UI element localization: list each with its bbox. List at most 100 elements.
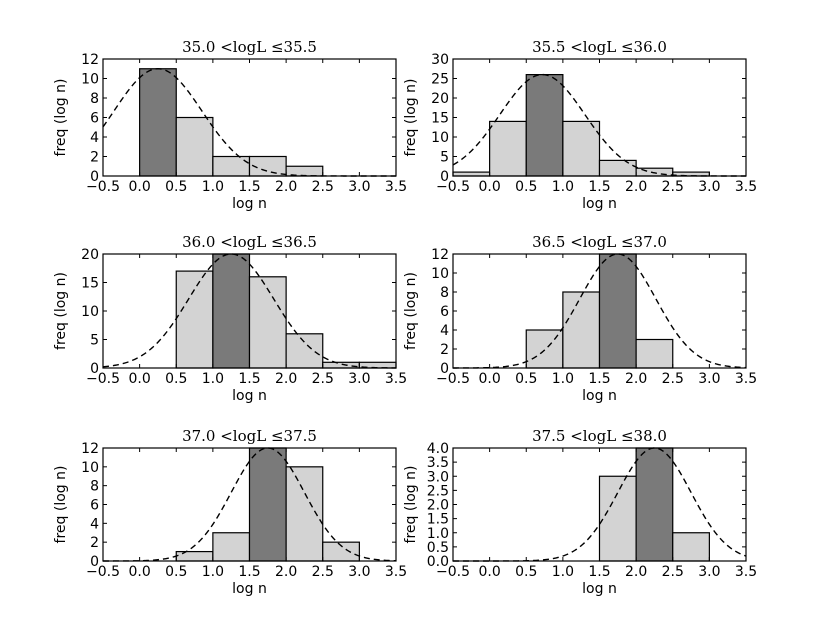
bar	[489, 120, 527, 177]
panel-2: 35.5 <logL ≤36.0 −0.5 0.0 0.5 1.0 1.5 2.0 2.5 3.…	[403, 38, 757, 212]
fit-curve	[102, 447, 397, 562]
y-tick-label: 3.0	[427, 469, 449, 485]
x-tick-label: 0.0	[478, 371, 500, 387]
y-axis-label: freq (log n)	[53, 272, 69, 350]
x-tick-label: 3.0	[698, 371, 720, 387]
x-tick-label: −0.5	[86, 371, 120, 387]
x-tick-label: 3.5	[385, 564, 407, 580]
bar	[598, 475, 637, 562]
y-tick-label: 8	[90, 479, 99, 495]
x-tick-label: 1.5	[238, 179, 260, 195]
x-tick-label: 2.0	[625, 564, 647, 580]
y-tick-label: 0.5	[427, 540, 449, 556]
x-tick-label: 0.0	[128, 371, 150, 387]
x-tick-label: 0.0	[478, 564, 500, 580]
fit-curve	[102, 253, 397, 369]
y-tick-label: 8	[440, 285, 449, 301]
y-tick-label: 2	[90, 150, 99, 166]
x-tick-label: 1.5	[588, 179, 610, 195]
x-tick-label: 2.5	[312, 371, 334, 387]
y-tick-label: 15	[431, 111, 449, 127]
x-tick-label: 2.5	[312, 179, 334, 195]
x-tick-label: 1.5	[588, 564, 610, 580]
x-tick-label: −0.5	[86, 179, 120, 195]
x-tick-label: 3.5	[735, 564, 757, 580]
y-tick-label: 0	[440, 361, 449, 377]
x-tick-label: 2.0	[625, 179, 647, 195]
x-tick-label: 0.5	[515, 371, 537, 387]
panel-title: 35.5 <logL ≤36.0	[532, 38, 667, 56]
x-tick-label: 1.5	[238, 371, 260, 387]
x-tick-label: 2.5	[662, 564, 684, 580]
x-tick-label: 3.0	[348, 371, 370, 387]
fit-curve	[453, 253, 747, 369]
bar	[672, 532, 710, 562]
y-tick-label: 8	[90, 91, 99, 107]
x-axis-label: log n	[582, 196, 617, 212]
y-tick-label: 1.0	[427, 526, 449, 542]
bar-highlight	[635, 447, 674, 562]
bar	[175, 116, 214, 177]
y-tick-label: 0	[440, 169, 449, 185]
x-tick-label: 0.5	[165, 564, 187, 580]
x-tick-label: 1.0	[552, 371, 574, 387]
y-tick-label: 4	[440, 323, 449, 339]
x-tick-label: 2.0	[275, 179, 297, 195]
bar	[322, 361, 360, 369]
bar	[175, 270, 214, 369]
x-tick-label: 0.5	[515, 179, 537, 195]
y-tick-label: 2	[90, 535, 99, 551]
bar	[562, 291, 601, 369]
x-axis-label: log n	[232, 388, 267, 404]
y-tick-label: 0	[90, 169, 99, 185]
panel-title: 35.0 <logL ≤35.5	[182, 38, 317, 56]
x-tick-label: 3.5	[385, 179, 407, 195]
panel-4: 36.5 <logL ≤37.0 −0.5 0.0 0.5 1.0 1.5 2.0 2.5 3.…	[403, 233, 757, 404]
bar-highlight	[248, 447, 287, 562]
bar	[175, 550, 214, 562]
x-tick-label: 2.5	[312, 564, 334, 580]
y-tick-label: 20	[431, 91, 449, 107]
y-tick-label: 2.0	[427, 498, 449, 514]
x-tick-label: 3.0	[698, 179, 720, 195]
x-axis-label: log n	[232, 581, 267, 597]
x-tick-label: 3.0	[698, 564, 720, 580]
x-tick-label: 2.5	[662, 371, 684, 387]
bar-highlight	[212, 253, 251, 369]
panel-1: 35.0 <logL ≤35.5 −0.5 0.0 0.5 1.0 1.5 2.0 2.5 3.…	[53, 38, 407, 212]
x-tick-label: −0.5	[86, 564, 120, 580]
x-tick-label: 1.0	[202, 564, 224, 580]
x-tick-label: 3.5	[385, 371, 407, 387]
panel-3: 36.0 <logL ≤36.5 −0.5 0.0 0.5 1.0 1.5 2.0 2.5 3.…	[53, 233, 407, 404]
bar	[635, 338, 674, 369]
y-tick-label: 1.5	[427, 512, 449, 528]
y-tick-label: 15	[81, 276, 99, 292]
panel-6: 37.5 <logL ≤38.0−0.5 0.0 0.5 1.0 1.5 2.0 2.5 3.…	[403, 427, 757, 597]
x-tick-label: 1.0	[202, 179, 224, 195]
x-tick-label: 2.5	[662, 179, 684, 195]
x-axis-label: log n	[232, 196, 267, 212]
y-tick-label: 12	[81, 441, 99, 457]
y-tick-label: 6	[90, 111, 99, 127]
y-axis-label: freq (log n)	[53, 79, 69, 157]
x-tick-label: 1.0	[552, 564, 574, 580]
y-tick-label: 4.0	[427, 441, 449, 457]
y-tick-label: 4	[90, 130, 99, 146]
panel-title: 37.5 <logL ≤38.0	[532, 427, 667, 445]
bar	[285, 333, 324, 369]
y-axis-label: freq (log n)	[403, 466, 419, 544]
x-tick-label: 0.0	[128, 564, 150, 580]
x-tick-label: 2.0	[275, 564, 297, 580]
x-tick-label: 0.5	[165, 371, 187, 387]
x-tick-label: 2.0	[625, 371, 647, 387]
bar-highlight	[525, 73, 564, 177]
y-tick-label: 12	[431, 247, 449, 263]
x-tick-label: −0.5	[436, 179, 470, 195]
y-tick-label: 10	[81, 460, 99, 476]
x-tick-label: 3.0	[348, 564, 370, 580]
x-tick-label: −0.5	[436, 564, 470, 580]
x-tick-label: 1.0	[202, 371, 224, 387]
x-tick-label: −0.5	[436, 371, 470, 387]
panel-title: 36.5 <logL ≤37.0	[532, 233, 667, 251]
